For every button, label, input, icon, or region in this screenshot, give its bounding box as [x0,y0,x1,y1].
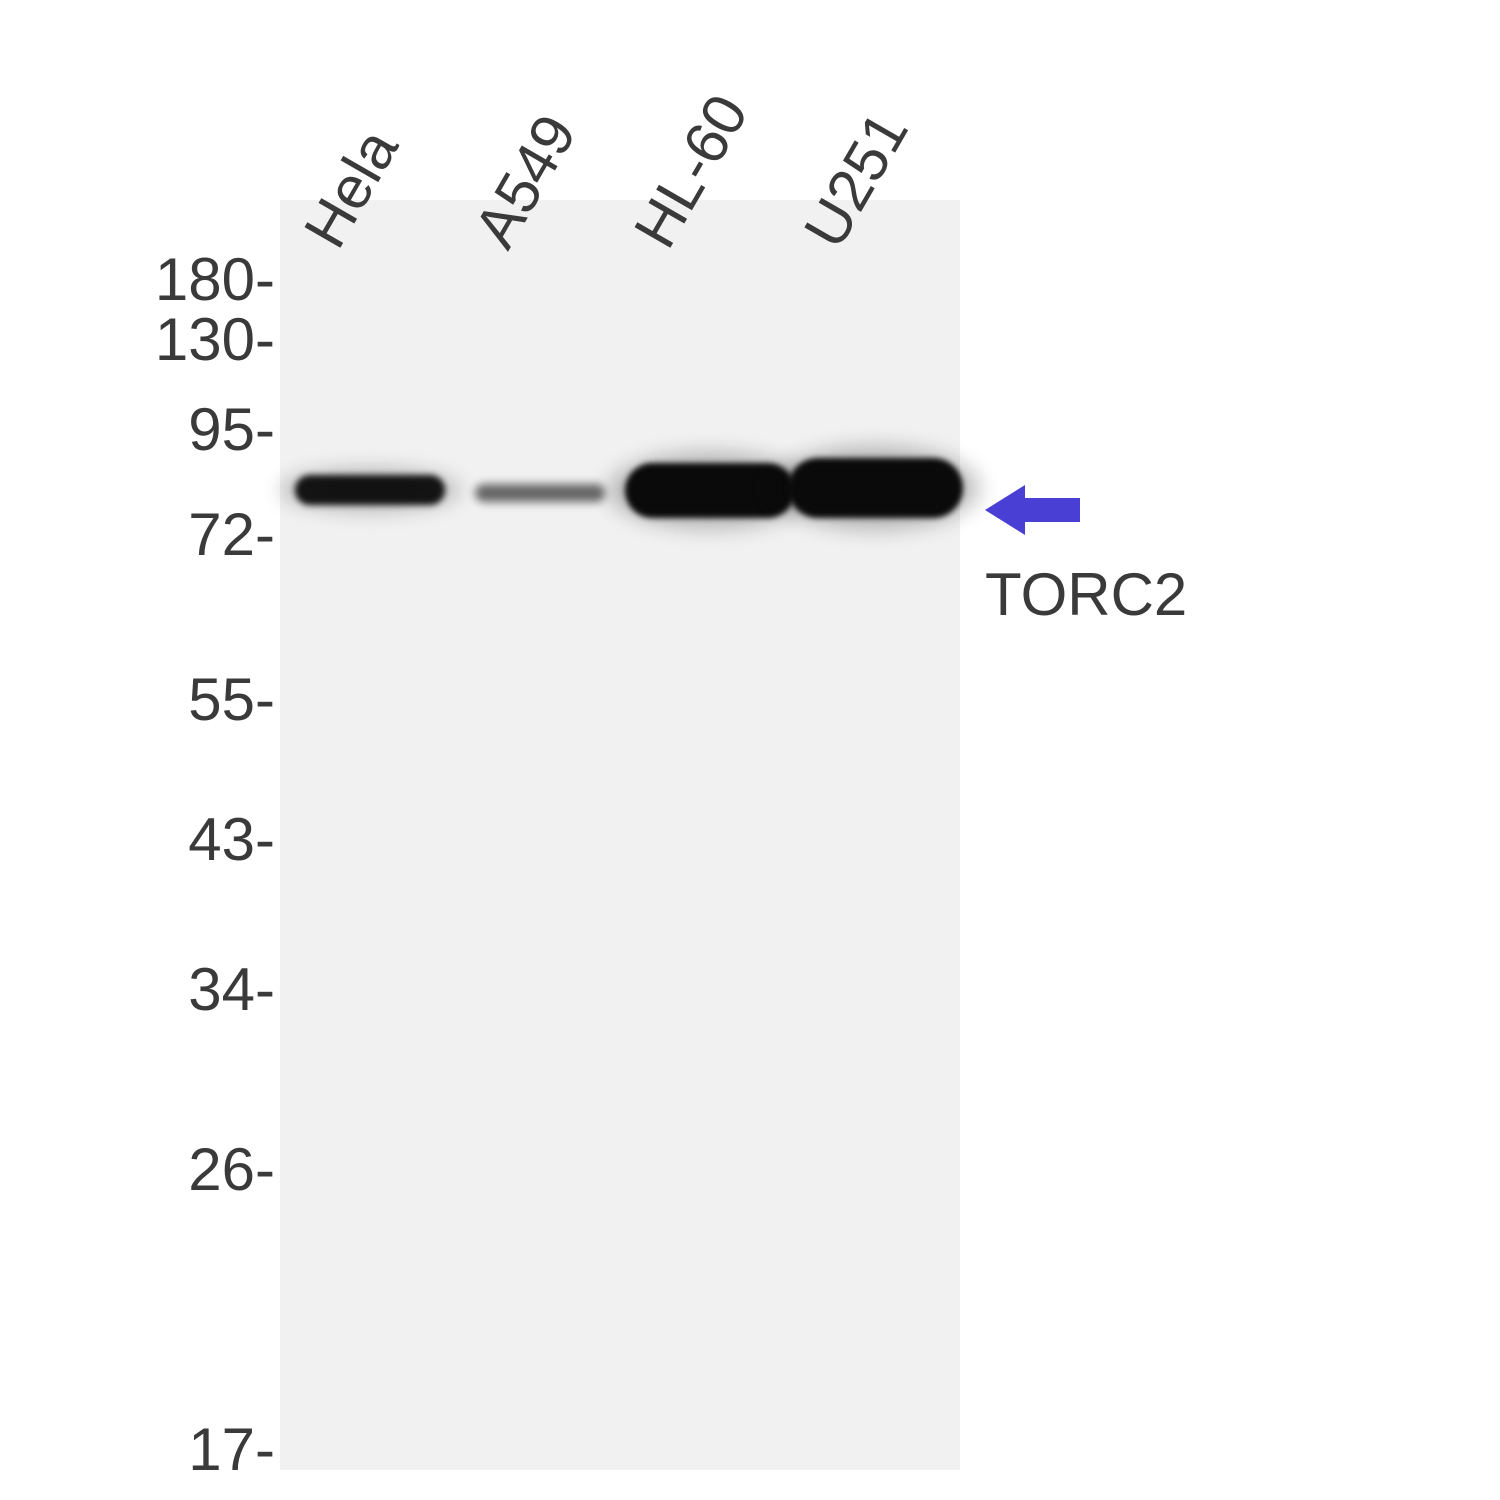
mw-marker: 26- [188,1135,275,1204]
mw-marker: 34- [188,955,275,1024]
western-blot-membrane [280,200,960,1470]
target-arrow-icon [985,480,1085,545]
protein-band [295,475,445,505]
protein-band [788,458,963,518]
mw-marker: 55- [188,665,275,734]
mw-marker: 17- [188,1415,275,1484]
mw-marker: 130- [155,305,275,374]
target-protein-label: TORC2 [985,560,1187,629]
mw-marker: 180- [155,245,275,314]
mw-marker: 72- [188,500,275,569]
mw-marker: 95- [188,395,275,464]
protein-band [475,484,605,502]
mw-marker: 43- [188,805,275,874]
